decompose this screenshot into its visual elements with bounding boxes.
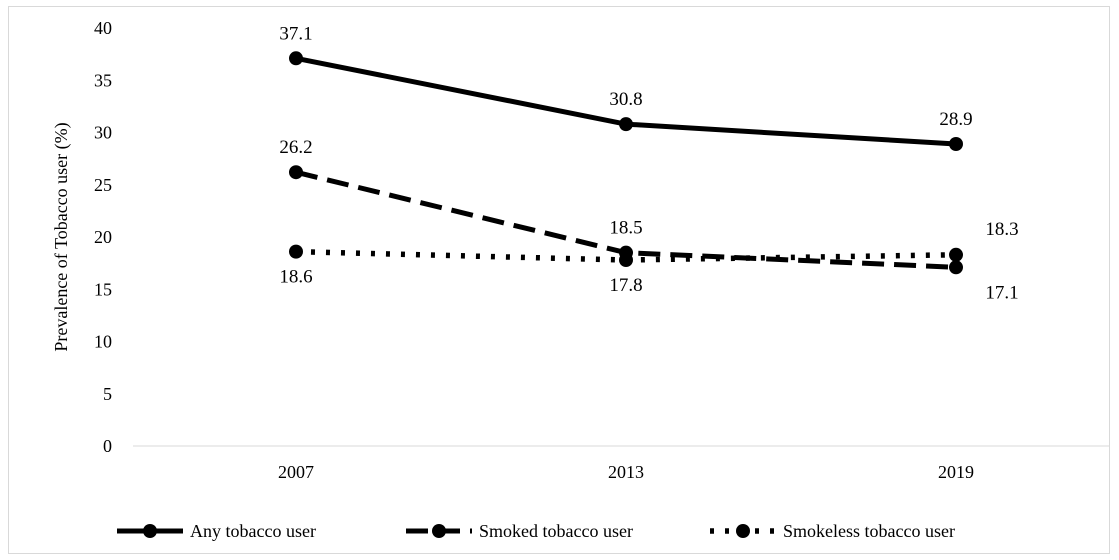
series-layer [289, 51, 963, 275]
y-tick-label: 15 [94, 279, 112, 299]
data-label-any-tobacco-user: 30.8 [609, 89, 642, 110]
y-tick-label: 10 [94, 332, 112, 352]
y-tick-label: 5 [103, 384, 112, 404]
legend-label-any-tobacco-user: Any tobacco user [190, 521, 316, 541]
marker-smoked-tobacco-user [289, 165, 303, 180]
legend: Any tobacco user Smoked tobacco user Smoke… [117, 521, 955, 541]
data-label-any-tobacco-user: 28.9 [939, 109, 972, 130]
legend-marker-any-tobacco-user [143, 524, 157, 538]
y-axis-title: Prevalence of Tobacco user (%) [51, 122, 72, 351]
legend-marker-smoked-tobacco-user [432, 524, 446, 538]
data-label-smokeless-tobacco-user: 18.3 [985, 219, 1018, 240]
marker-smokeless-tobacco-user [619, 252, 633, 267]
y-tick-label: 25 [94, 175, 112, 195]
y-tick-label: 20 [94, 227, 112, 247]
marker-any-tobacco-user [619, 117, 633, 132]
x-tick-label: 2019 [938, 462, 974, 482]
data-label-smokeless-tobacco-user: 17.8 [609, 275, 642, 296]
marker-any-tobacco-user [949, 136, 963, 151]
y-tick-label: 30 [94, 123, 112, 143]
x-tick-label: 2013 [608, 462, 644, 482]
x-axis-ticks: 2007 2013 2019 [278, 462, 974, 482]
marker-smokeless-tobacco-user [949, 247, 963, 262]
legend-label-smoked-tobacco-user: Smoked tobacco user [479, 521, 633, 541]
data-label-smoked-tobacco-user: 17.1 [985, 282, 1018, 303]
data-labels: 37.1 30.8 28.9 26.2 18.5 17.1 18.6 17.8 18.3 [279, 23, 1018, 303]
y-tick-label: 35 [94, 70, 112, 90]
chart-frame [8, 6, 1110, 554]
data-label-any-tobacco-user: 37.1 [279, 23, 312, 44]
marker-smoked-tobacco-user [949, 260, 963, 275]
y-tick-label: 40 [94, 18, 112, 38]
data-label-smokeless-tobacco-user: 18.6 [279, 267, 312, 288]
marker-any-tobacco-user [289, 51, 303, 66]
y-axis-ticks: 0 5 10 15 20 25 30 35 40 [94, 18, 112, 456]
data-label-smoked-tobacco-user: 26.2 [279, 137, 312, 158]
y-tick-label: 0 [103, 436, 112, 456]
data-label-smoked-tobacco-user: 18.5 [609, 218, 642, 239]
marker-smokeless-tobacco-user [289, 244, 303, 259]
x-tick-label: 2007 [278, 462, 314, 482]
legend-marker-smokeless-tobacco-user [736, 524, 750, 538]
legend-label-smokeless-tobacco-user: Smokeless tobacco user [783, 521, 955, 541]
